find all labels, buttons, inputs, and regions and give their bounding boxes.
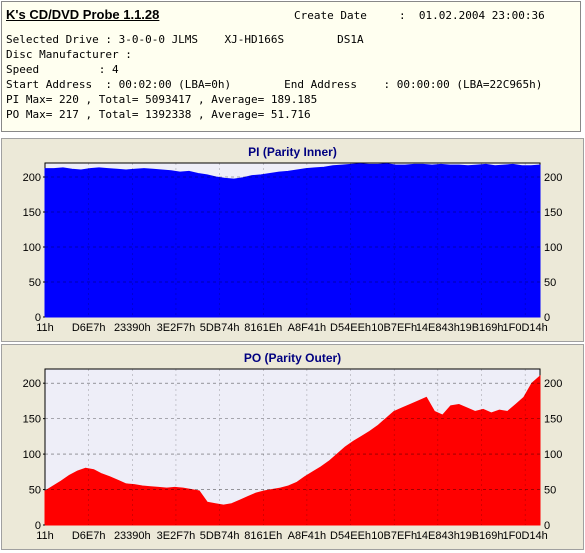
- po-x-tick-label: 8161Eh: [244, 530, 282, 542]
- pi-x-tick-label: 8161Eh: [244, 322, 282, 334]
- po-x-tick-label: 19B169h: [459, 530, 503, 542]
- pi-y-tick-left: 0: [35, 312, 41, 324]
- po-x-tick-label: D6E7h: [72, 530, 106, 542]
- pi-chart-panel: PI (Parity Inner) 0 0 50 50 100 100 150 150 200 20…: [1, 138, 584, 342]
- speed-line: Speed : 4: [6, 63, 119, 76]
- pi-summary-line: PI Max= 220 , Total= 5093417 , Average= …: [6, 93, 318, 106]
- po-chart-panel: PO (Parity Outer) 0 0 50 50 100 100 150 150 200 20…: [1, 344, 584, 550]
- selected-drive-line: Selected Drive : 3-0-0-0 JLMS XJ-HD166S …: [6, 33, 364, 46]
- pi-y-tick-right: 150: [544, 207, 562, 219]
- pi-y-tick-left: 50: [29, 277, 41, 289]
- pi-chart: PI (Parity Inner) 0 0 50 50 100 100 150 150 200 20…: [23, 145, 563, 334]
- po-y-tick-right: 50: [544, 485, 556, 497]
- pi-x-tick-label: 14E843h: [416, 322, 460, 334]
- po-summary-line: PO Max= 217 , Total= 1392338 , Average= …: [6, 108, 311, 121]
- pi-y-tick-left: 100: [23, 242, 41, 254]
- po-y-tick-left: 50: [29, 485, 41, 497]
- address-line: Start Address : 00:02:00 (LBA=0h) End Ad…: [6, 78, 543, 91]
- pi-y-tick-right: 0: [544, 312, 550, 324]
- po-x-tick-label: 5DB74h: [200, 530, 240, 542]
- pi-x-tick-label: 5DB74h: [200, 322, 240, 334]
- app-title: K's CD/DVD Probe 1.1.28: [6, 7, 160, 22]
- po-y-tick-left: 0: [35, 520, 41, 532]
- po-x-tick-label: D54EEh: [330, 530, 371, 542]
- po-y-tick-left: 150: [23, 414, 41, 426]
- po-x-tick-label: A8F41h: [288, 530, 327, 542]
- po-y-tick-right: 150: [544, 414, 562, 426]
- pi-series-area: [44, 163, 541, 318]
- pi-y-tick-right: 50: [544, 277, 556, 289]
- pi-x-tick-label: 10B7EFh: [371, 322, 417, 334]
- pi-x-tick-label: D54EEh: [330, 322, 371, 334]
- po-x-tick-label: 23390h: [114, 530, 151, 542]
- pi-x-tick-label: 11h: [36, 322, 54, 334]
- po-y-tick-left: 100: [23, 449, 41, 461]
- po-chart-title: PO (Parity Outer): [244, 351, 341, 365]
- po-x-tick-label: 10B7EFh: [371, 530, 417, 542]
- disc-manufacturer-line: Disc Manufacturer :: [6, 48, 132, 61]
- info-panel: K's CD/DVD Probe 1.1.28 Create Date : 01…: [1, 1, 581, 132]
- pi-y-tick-left: 150: [23, 207, 41, 219]
- pi-y-tick-right: 100: [544, 242, 562, 254]
- pi-y-tick-right: 200: [544, 172, 562, 184]
- pi-x-tick-label: A8F41h: [288, 322, 327, 334]
- po-series-area: [44, 374, 541, 526]
- pi-x-tick-label: 19B169h: [459, 322, 503, 334]
- po-y-tick-right: 200: [544, 378, 562, 390]
- create-date-value: : 01.02.2004 23:00:36: [399, 9, 545, 22]
- pi-x-tick-label: 1F0D14h: [503, 322, 548, 334]
- po-x-tick-label: 1F0D14h: [503, 530, 548, 542]
- po-x-tick-label: 3E2F7h: [157, 530, 196, 542]
- po-y-tick-right: 100: [544, 449, 562, 461]
- pi-x-tick-label: 3E2F7h: [157, 322, 196, 334]
- pi-chart-title: PI (Parity Inner): [248, 145, 337, 159]
- po-x-tick-label: 14E843h: [416, 530, 460, 542]
- po-y-tick-left: 200: [23, 378, 41, 390]
- pi-x-tick-label: D6E7h: [72, 322, 106, 334]
- pi-y-tick-left: 200: [23, 172, 41, 184]
- po-chart: PO (Parity Outer) 0 0 50 50 100 100 150 150 200 20…: [23, 351, 563, 542]
- create-date-label: Create Date: [294, 9, 367, 22]
- po-x-tick-label: 11h: [36, 530, 54, 542]
- po-y-tick-right: 0: [544, 520, 550, 532]
- pi-x-tick-label: 23390h: [114, 322, 151, 334]
